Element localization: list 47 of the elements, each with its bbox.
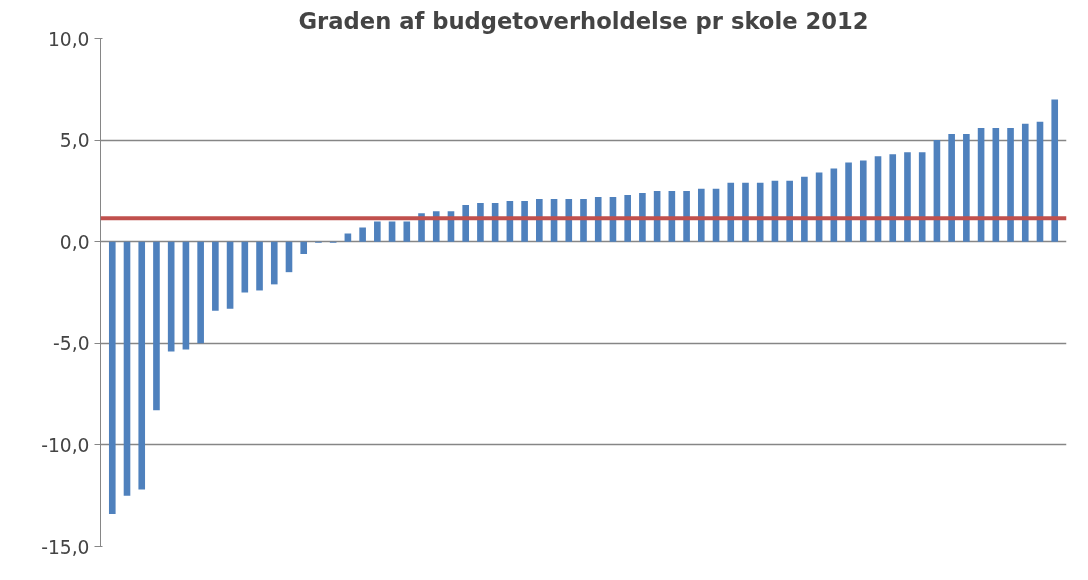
- bar: [388, 221, 396, 242]
- bar: [801, 176, 808, 242]
- bar: [786, 180, 793, 242]
- bar: [241, 241, 249, 293]
- bar: [624, 194, 631, 242]
- bar: [845, 162, 852, 242]
- bar: [153, 241, 160, 411]
- bar: [226, 241, 234, 309]
- bar: [963, 134, 970, 242]
- y-tick-label: 0,0: [59, 231, 90, 253]
- bar: [108, 241, 116, 514]
- bar: [359, 227, 366, 242]
- bar: [565, 199, 573, 242]
- bar: [639, 192, 646, 242]
- bar: [727, 182, 735, 242]
- bar: [1051, 99, 1059, 242]
- bar: [197, 241, 204, 344]
- bar: [212, 241, 219, 311]
- bar: [948, 134, 955, 242]
- bar: [374, 221, 381, 242]
- bar: [167, 241, 175, 352]
- bar: [138, 241, 146, 490]
- bar: [742, 182, 749, 242]
- bar: [580, 199, 587, 242]
- bar: [182, 241, 190, 350]
- bar: [756, 182, 764, 242]
- bar: [536, 199, 543, 242]
- bar: [270, 241, 278, 285]
- y-tick-label: 10,0: [47, 28, 90, 50]
- bar: [904, 152, 911, 242]
- y-tick-label: -5,0: [53, 333, 90, 355]
- bar: [256, 241, 263, 291]
- bar: [859, 160, 867, 242]
- chart-title: Graden af budgetoverholdelse pr skole 2012: [298, 7, 869, 34]
- bar: [403, 221, 411, 242]
- bar: [521, 201, 528, 242]
- bar: [123, 241, 131, 496]
- bar: [889, 154, 897, 242]
- y-tick-label: -10,0: [41, 434, 90, 456]
- y-tick-label: -15,0: [41, 536, 90, 558]
- y-tick-label: 5,0: [59, 130, 90, 152]
- bar: [918, 152, 926, 242]
- bar: [300, 241, 308, 254]
- bar: [1021, 123, 1029, 242]
- bar: [1007, 127, 1014, 242]
- bar: [683, 190, 690, 242]
- bar: [697, 188, 705, 242]
